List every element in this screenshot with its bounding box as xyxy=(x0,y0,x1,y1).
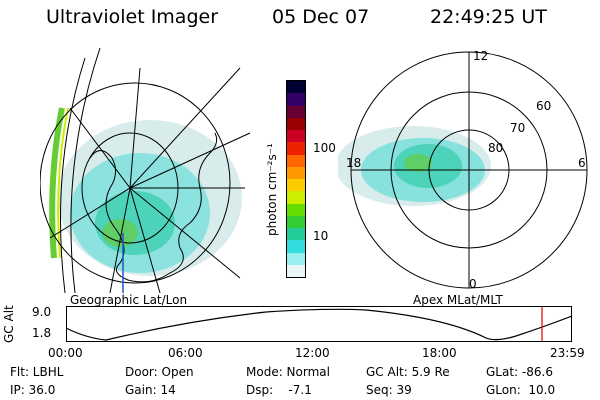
date-label: 05 Dec 07 xyxy=(272,6,370,28)
info-gc-alt: GC Alt: 5.9 Re xyxy=(366,365,450,379)
timeline-frame xyxy=(66,306,572,342)
color-bar-segment xyxy=(287,166,305,179)
limb-glow xyxy=(49,107,65,259)
color-bar-segment xyxy=(287,130,305,143)
info-seq: Seq: 39 xyxy=(366,383,412,397)
coastline xyxy=(89,132,218,283)
color-bar-segment xyxy=(287,215,305,228)
timeline-ylabel: GC Alt xyxy=(2,305,16,343)
timeline-xtick-1200: 12:00 xyxy=(295,346,330,360)
info-gain: Gain: 14 xyxy=(125,383,176,397)
left-panel-caption: Geographic Lat/Lon xyxy=(70,293,188,307)
altitude-curve xyxy=(66,308,572,341)
mlt-label-18: 18 xyxy=(346,156,361,170)
info-dsp: Dsp: -7.1 xyxy=(246,383,312,397)
info-glat: GLat: -86.6 xyxy=(486,365,553,379)
color-bar-segment xyxy=(287,203,305,216)
polar-emission-hotspot xyxy=(404,154,432,172)
info-door: Door: Open xyxy=(125,365,194,379)
color-bar-segment xyxy=(287,252,305,265)
color-bar-segment xyxy=(287,240,305,253)
timeline-xtick-1800: 18:00 xyxy=(422,346,457,360)
polar-grid xyxy=(350,51,588,289)
mlt-label-12: 12 xyxy=(473,49,488,63)
color-bar xyxy=(286,80,306,278)
mlt-label-0: 0 xyxy=(469,277,477,291)
mlat-label-80: 80 xyxy=(488,141,503,155)
limb-glow-edge xyxy=(57,107,69,259)
colorbar-tick-10: 10 xyxy=(313,229,329,243)
timeline-ytick-low: 1.8 xyxy=(32,326,52,340)
color-bar-segment xyxy=(287,179,305,192)
mlat-label-70: 70 xyxy=(510,121,525,135)
info-ip: IP: 36.0 xyxy=(10,383,56,397)
geographic-image-panel xyxy=(40,48,251,293)
mlat-label-60: 60 xyxy=(536,99,551,113)
mlt-label-6: 6 xyxy=(578,156,586,170)
colorbar-unit-label: photon cm⁻²s⁻¹ xyxy=(265,143,279,236)
color-bar-segment xyxy=(287,93,305,106)
timeline-xtick-2359: 23:59 xyxy=(550,346,585,360)
colorbar-tick-100: 100 xyxy=(313,141,336,155)
timeline-xtick-0000: 00:00 xyxy=(48,346,83,360)
color-bar-segment xyxy=(287,117,305,130)
timeline-xtick-0600: 06:00 xyxy=(168,346,203,360)
color-bar-segment xyxy=(287,264,305,277)
timeline-ytick-high: 9.0 xyxy=(32,305,52,319)
info-mode: Mode: Normal xyxy=(246,365,330,379)
info-filter: Flt: LBHL xyxy=(10,365,64,379)
color-bar-segment xyxy=(287,154,305,167)
color-bar-segment xyxy=(287,191,305,204)
latlon-grid xyxy=(40,48,251,293)
emission-hotspot xyxy=(102,219,138,247)
color-bar-segment xyxy=(287,81,305,94)
time-label: 22:49:25 UT xyxy=(430,6,547,28)
info-glon: GLon: 10.0 xyxy=(486,383,556,397)
color-bar-segment xyxy=(287,142,305,155)
emission-peak xyxy=(95,191,175,255)
timeline-plot xyxy=(66,306,572,342)
app-title: Ultraviolet Imager xyxy=(46,6,219,28)
polar-plot: 12 18 6 0 60 70 80 xyxy=(338,49,588,291)
color-bar-segment xyxy=(287,105,305,118)
color-bar-segment xyxy=(287,228,305,241)
right-panel-caption: Apex MLat/MLT xyxy=(413,293,503,307)
